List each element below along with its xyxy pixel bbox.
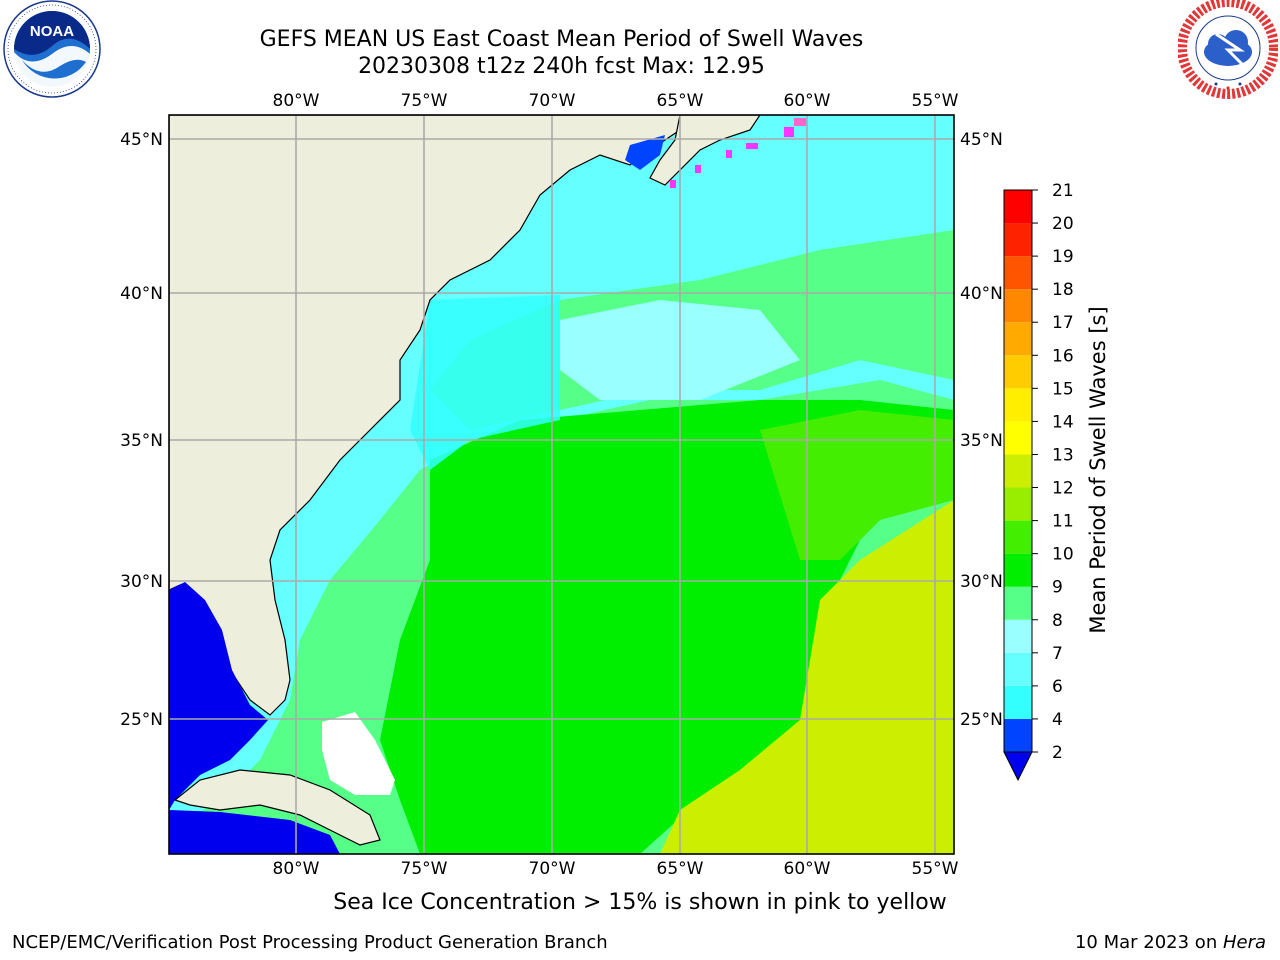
lon-label: 70°W <box>529 859 576 879</box>
lon-label: 55°W <box>912 91 959 111</box>
colorbar-tick-label: 12 <box>1052 479 1074 499</box>
chart-title: GEFS MEAN US East Coast Mean Period of S… <box>259 27 864 52</box>
colorbar-box <box>1004 520 1032 554</box>
sea-ice-caption: Sea Ice Concentration > 15% is shown in … <box>333 890 947 915</box>
caribbean-deep <box>169 810 340 854</box>
bahamas-banks <box>322 712 395 795</box>
lon-label: 75°W <box>401 859 448 879</box>
chart-subtitle: 20230308 t12z 240h fcst Max: 12.95 <box>358 54 765 79</box>
colorbar-box <box>1004 256 1032 290</box>
colorbar-box <box>1004 388 1032 422</box>
lon-label: 70°W <box>529 91 576 111</box>
colorbar-box <box>1004 685 1032 719</box>
footer-date-text: 10 Mar 2023 on <box>1074 932 1223 953</box>
lat-label: 25°N <box>960 710 1003 730</box>
map-plot-area <box>169 115 954 854</box>
colorbar-label: Mean Period of Swell Waves [s] <box>1086 306 1110 633</box>
lat-label: 40°N <box>120 284 163 304</box>
lon-label: 75°W <box>401 91 448 111</box>
colorbar-tick-label: 19 <box>1052 247 1074 267</box>
lon-label: 60°W <box>784 859 831 879</box>
swell-field-lime-east <box>760 410 954 560</box>
colorbar-box <box>1004 487 1032 521</box>
lat-label: 35°N <box>120 431 163 451</box>
lat-label: 45°N <box>960 130 1003 150</box>
lat-label: 25°N <box>120 710 163 730</box>
noaa-logo: NOAA <box>3 0 101 98</box>
colorbar-box <box>1004 454 1032 488</box>
lat-label: 30°N <box>120 572 163 592</box>
sea-ice-markers <box>670 118 806 188</box>
map-frame <box>168 114 955 855</box>
colorbar-tick-label: 18 <box>1052 280 1074 300</box>
colorbar-box <box>1004 190 1032 224</box>
lon-label: 65°W <box>657 91 704 111</box>
colorbar-box <box>1004 586 1032 620</box>
colorbar-tick-label: 21 <box>1052 181 1074 201</box>
colorbar-box <box>1004 223 1032 257</box>
colorbar-tick-label: 11 <box>1052 512 1074 532</box>
colorbar: 2 4 6 7 8 9 10 11 12 13 14 15 16 17 18 19 20 21 <box>1003 181 1074 782</box>
land-cuba <box>173 769 381 846</box>
lat-labels-right: 45°N 40°N 35°N 30°N 25°N <box>960 130 1003 730</box>
bay-of-fundy <box>625 135 665 170</box>
colorbar-box <box>1004 718 1032 752</box>
colorbar-tick-label: 16 <box>1052 346 1074 366</box>
lat-label: 45°N <box>120 130 163 150</box>
lon-label: 65°W <box>657 859 704 879</box>
lon-labels-bottom: 80°W 75°W 70°W 65°W 60°W 55°W <box>273 859 959 879</box>
nws-logo <box>1178 0 1278 99</box>
footer-branch: NCEP/EMC/Verification Post Processing Pr… <box>12 932 608 953</box>
colorbar-tick-label: 10 <box>1052 545 1074 565</box>
colorbar-tick-label: 8 <box>1052 611 1063 631</box>
colorbar-tick-label: 14 <box>1052 412 1074 432</box>
gulf-of-mexico <box>169 582 268 810</box>
lat-label: 30°N <box>960 572 1003 592</box>
swell-field-yellowgreen-east <box>660 500 954 854</box>
colorbar-box <box>1004 619 1032 653</box>
colorbar-tick-label: 17 <box>1052 313 1074 333</box>
noaa-logo-text: NOAA <box>30 23 74 40</box>
colorbar-box <box>1004 553 1032 587</box>
lon-label: 60°W <box>784 91 831 111</box>
lat-labels-left: 45°N 40°N 35°N 30°N 25°N <box>120 130 163 730</box>
colorbar-outline <box>1003 189 1033 753</box>
colorbar-tick-label: 20 <box>1052 214 1074 234</box>
lat-label: 35°N <box>960 431 1003 451</box>
graticule <box>169 115 954 854</box>
lon-label: 80°W <box>273 859 320 879</box>
colorbar-tick-label: 4 <box>1052 710 1063 730</box>
colorbar-box <box>1004 355 1032 389</box>
lon-labels-top: 80°W 75°W 70°W 65°W 60°W 55°W <box>273 91 959 111</box>
colorbar-box <box>1004 421 1032 455</box>
lon-label: 55°W <box>912 859 959 879</box>
colorbar-box <box>1004 322 1032 356</box>
colorbar-tick-label: 2 <box>1052 743 1063 763</box>
colorbar-box <box>1004 289 1032 323</box>
colorbar-tick-label: 6 <box>1052 677 1063 697</box>
colorbar-tick-label: 9 <box>1052 578 1063 598</box>
lat-label: 40°N <box>960 284 1003 304</box>
colorbar-tick-label: 13 <box>1052 445 1074 465</box>
colorbar-under-arrow <box>1003 751 1033 782</box>
colorbar-tick-label: 7 <box>1052 644 1063 664</box>
swell-field-cyan-shelf <box>410 295 560 470</box>
footer-host: Hera <box>1222 932 1266 953</box>
colorbar-box <box>1004 652 1032 686</box>
colorbar-tick-label: 15 <box>1052 379 1074 399</box>
lon-label: 80°W <box>273 91 320 111</box>
footer-date: 10 Mar 2023 on Hera <box>1075 932 1266 953</box>
